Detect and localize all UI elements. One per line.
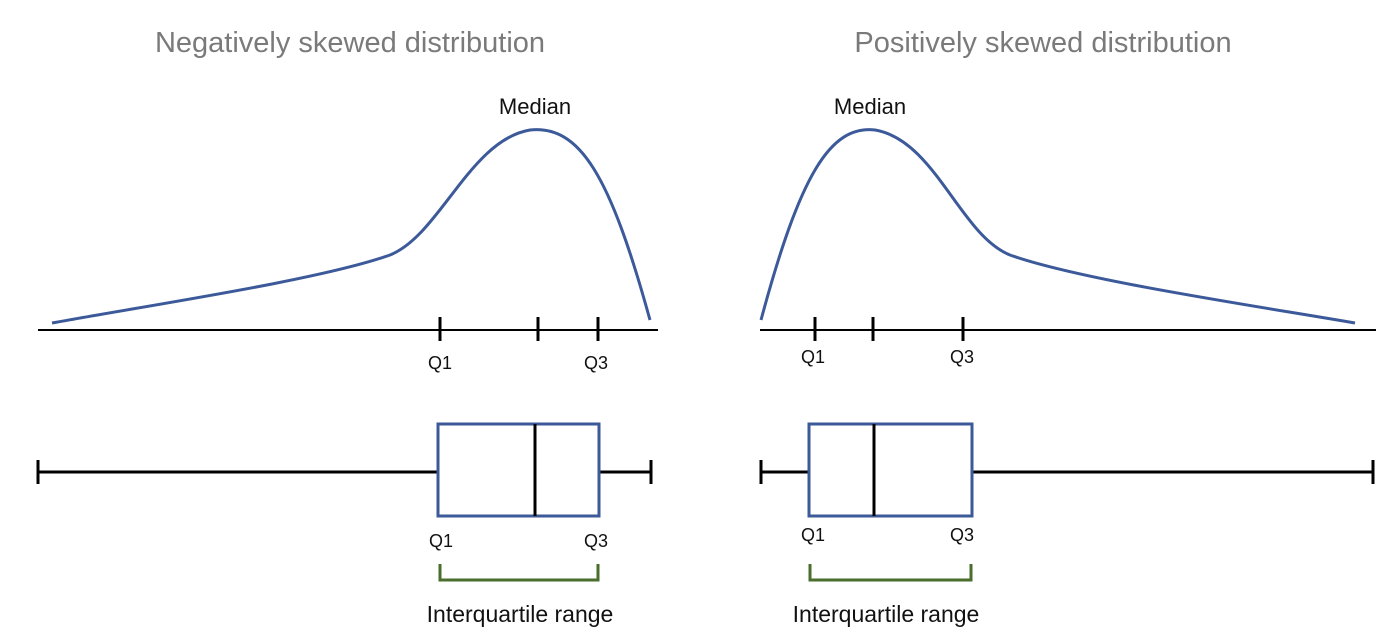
positive-iqr-bracket [808,564,973,582]
positive-box-q1-label: Q1 [801,525,825,545]
positive-median-label: Median [834,94,906,119]
negative-q1-tick-label: Q1 [428,353,452,373]
negative-skew-panel: Negatively skewed distribution Median Q1… [36,27,658,627]
negative-box-q1-label: Q1 [429,531,453,551]
negative-iqr-bracket [438,564,600,582]
positive-skew-panel: Positively skewed distribution Median Q1… [759,27,1376,627]
positive-iqr-label: Interquartile range [793,601,980,627]
positive-density-curve [759,128,1356,325]
negative-density-curve [51,128,652,325]
negative-median-label: Median [499,94,571,119]
negative-q3-tick-label: Q3 [584,353,608,373]
positive-q1-tick-label: Q1 [801,347,825,367]
positive-iqr-box [807,422,974,518]
positive-q3-tick-label: Q3 [950,347,974,367]
positive-box-q3-label: Q3 [950,525,974,545]
negative-iqr-label: Interquartile range [427,601,614,627]
negative-panel-title: Negatively skewed distribution [155,27,545,59]
negative-box-q3-label: Q3 [584,531,608,551]
positive-panel-title: Positively skewed distribution [854,27,1231,59]
negative-iqr-box [436,422,601,518]
